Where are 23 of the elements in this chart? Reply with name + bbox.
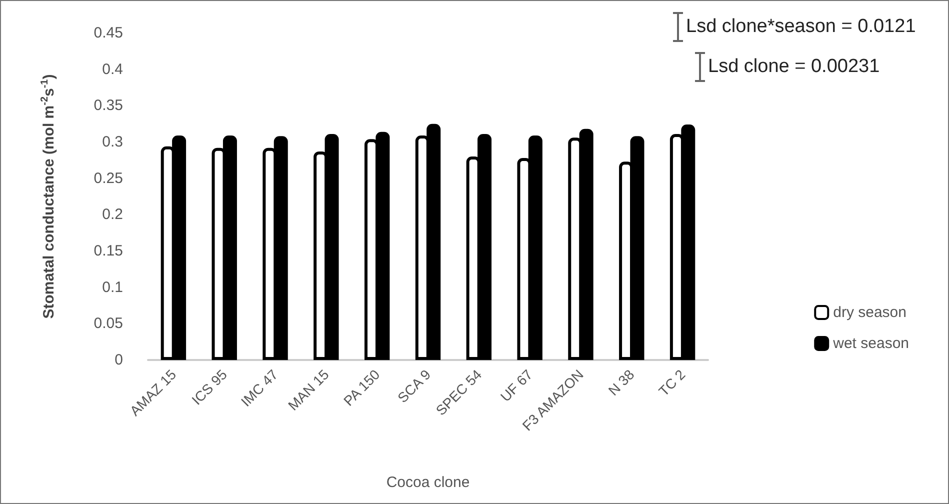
x-tick-label: SCA 9 [394, 366, 434, 406]
annotation: Lsd clone = 0.00231 [708, 56, 880, 78]
y-tick-label: 0.1 [102, 278, 123, 296]
x-tick-label: UF 67 [497, 366, 536, 405]
y-tick-label: 0.45 [94, 24, 123, 42]
y-tick-label: 0.2 [102, 206, 123, 224]
y-tick-label: 0.35 [94, 97, 123, 114]
annotation: Lsd clone*season = 0.0121 [686, 16, 916, 38]
x-tick-label: N 38 [605, 366, 638, 399]
x-tick-label: ICS 95 [188, 366, 230, 408]
y-tick-label: 0.15 [94, 242, 123, 260]
legend-label: dry season [833, 304, 906, 321]
y-tick-label: 0 [114, 352, 123, 368]
x-tick-label: TC 2 [655, 366, 688, 400]
y-tick-label: 0.3 [102, 134, 123, 150]
y-tick-label: 0.4 [102, 60, 123, 78]
y-tick-label: 0.05 [94, 315, 123, 332]
y-tick-label: 0.25 [94, 170, 123, 187]
x-tick-label: IMC 47 [238, 366, 282, 410]
legend-label: wet season [832, 335, 910, 352]
y-axis-title: Stomatal conductance (mol m-2s-1) [40, 74, 58, 319]
x-axis-title: Cocoa clone [386, 474, 470, 491]
x-tick-label: PA 150 [340, 366, 383, 409]
